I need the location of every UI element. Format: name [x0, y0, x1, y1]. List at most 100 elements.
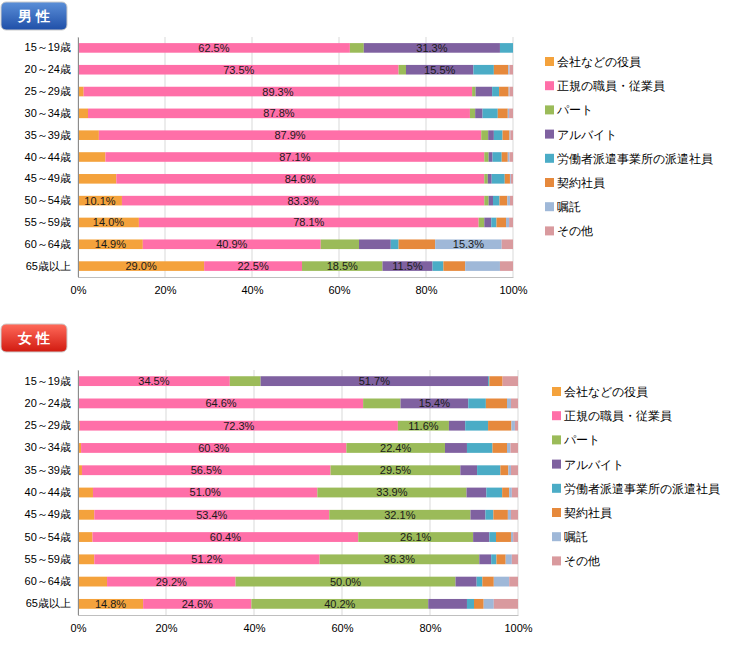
- bar-segment: [502, 152, 508, 162]
- data-label: 73.5%: [223, 64, 254, 76]
- bar-segment: [465, 261, 500, 271]
- bar-segment: [460, 465, 477, 475]
- series: [465, 376, 502, 609]
- bar-segment: [485, 510, 493, 520]
- bar-segment: [470, 510, 485, 520]
- legend-swatch: [545, 202, 554, 211]
- bar-segment: [499, 87, 509, 97]
- legend-item: アルバイト: [552, 459, 624, 471]
- bar-segment: [493, 152, 502, 162]
- bar-segment: [78, 152, 105, 162]
- legend-item: その他: [552, 555, 600, 568]
- bar-segment: [481, 130, 488, 140]
- legend-label: 嘱託: [557, 201, 581, 213]
- data-label: 11.6%: [408, 420, 439, 432]
- bar-segment: [467, 599, 474, 609]
- legend-item: パート: [545, 104, 593, 116]
- x-tick: 80%: [419, 615, 441, 634]
- y-tick: 20～24歳: [25, 397, 78, 409]
- bar-segment: [78, 577, 107, 587]
- bar-segment: [473, 532, 489, 542]
- legend-swatch: [552, 484, 561, 493]
- bar-segment: [510, 87, 513, 97]
- y-tick-label: 40～44歳: [25, 151, 71, 163]
- data-label: 15.3%: [453, 238, 484, 250]
- y-tick: 45～49歳: [25, 172, 78, 184]
- data-label: 24.6%: [182, 598, 213, 610]
- bar-segment: [489, 196, 493, 206]
- bar-segment: [509, 488, 512, 498]
- x-tick-label: 60%: [331, 622, 353, 634]
- legend-item: 契約社員: [545, 177, 605, 189]
- legend-item: パート: [552, 434, 600, 446]
- data-label: 60.4%: [210, 531, 241, 543]
- bar-segment: [513, 43, 514, 53]
- bar-segment: [467, 443, 493, 453]
- data-label: 51.2%: [191, 553, 222, 565]
- bar-segment: [489, 376, 502, 386]
- bar-segment: [492, 174, 505, 184]
- data-label: 87.1%: [279, 151, 310, 163]
- bar-segment: [488, 174, 492, 184]
- data-label: 36.3%: [384, 553, 415, 565]
- x-tick-label: 0%: [71, 622, 87, 634]
- y-tick: 65歳以上: [26, 597, 78, 609]
- bar-segment: [399, 239, 436, 249]
- y-tick-label: 45～49歳: [25, 172, 71, 184]
- y-tick: 45～49歳: [25, 508, 78, 520]
- y-tick: 25～29歳: [25, 85, 78, 97]
- x-tick: 0%: [71, 277, 87, 296]
- x-axis-line: [79, 615, 519, 616]
- series: [261, 376, 492, 609]
- bar-segment: [511, 421, 515, 431]
- data-label: 72.3%: [223, 420, 254, 432]
- bar-segment: [486, 488, 502, 498]
- bar-segment: [512, 554, 518, 564]
- bar-segment: [488, 376, 489, 386]
- data-label: 53.4%: [196, 509, 227, 521]
- title: 男 性: [17, 8, 50, 24]
- x-tick: 0%: [71, 615, 87, 634]
- title: 女 性: [17, 330, 50, 346]
- bar-segment: [399, 65, 406, 75]
- legend-swatch: [552, 556, 561, 565]
- y-tick-label: 50～54歳: [25, 531, 71, 543]
- bars: [78, 43, 513, 271]
- data-label: 11.5%: [392, 260, 423, 272]
- bar-segment: [476, 87, 493, 97]
- y-tick: 50～54歳: [25, 531, 78, 543]
- series: [399, 65, 510, 271]
- x-tick-label: 80%: [415, 284, 437, 296]
- grid: [78, 370, 518, 615]
- bar-segment: [509, 109, 513, 119]
- x-tick: 40%: [241, 277, 263, 296]
- data-label: 34.5%: [138, 375, 169, 387]
- legend-item: 嘱託: [545, 201, 581, 213]
- bar-segment: [472, 87, 475, 97]
- x-tick: 60%: [331, 615, 353, 634]
- bar-segment: [484, 152, 488, 162]
- legend-item: 嘱託: [552, 531, 588, 543]
- canvas: 男 性0%20%40%60%80%100%15～19歳20～24歳25～29歳3…: [0, 0, 742, 654]
- y-axis-line: [78, 38, 79, 278]
- y-tick: 35～39歳: [25, 129, 78, 141]
- bar-segment: [502, 239, 513, 249]
- bar-segment: [489, 532, 496, 542]
- bar-segment: [511, 399, 518, 409]
- bar-segment: [494, 65, 508, 75]
- bar-segment: [511, 174, 513, 184]
- bar-segment: [509, 577, 518, 587]
- grid-line: [78, 370, 79, 615]
- bar-segment: [493, 196, 500, 206]
- y-tick: 20～24歳: [25, 63, 78, 75]
- y-tick: 60～64歳: [25, 575, 78, 587]
- data-label: 32.1%: [384, 509, 415, 521]
- x-tick: 80%: [415, 277, 437, 296]
- data-label: 22.5%: [237, 260, 268, 272]
- legend-swatch: [545, 226, 554, 235]
- bar-segment: [494, 599, 518, 609]
- bar-segment: [494, 577, 509, 587]
- bar-segment: [513, 43, 514, 53]
- y-tick-label: 25～29歳: [25, 85, 71, 97]
- data-label: 33.9%: [376, 486, 407, 498]
